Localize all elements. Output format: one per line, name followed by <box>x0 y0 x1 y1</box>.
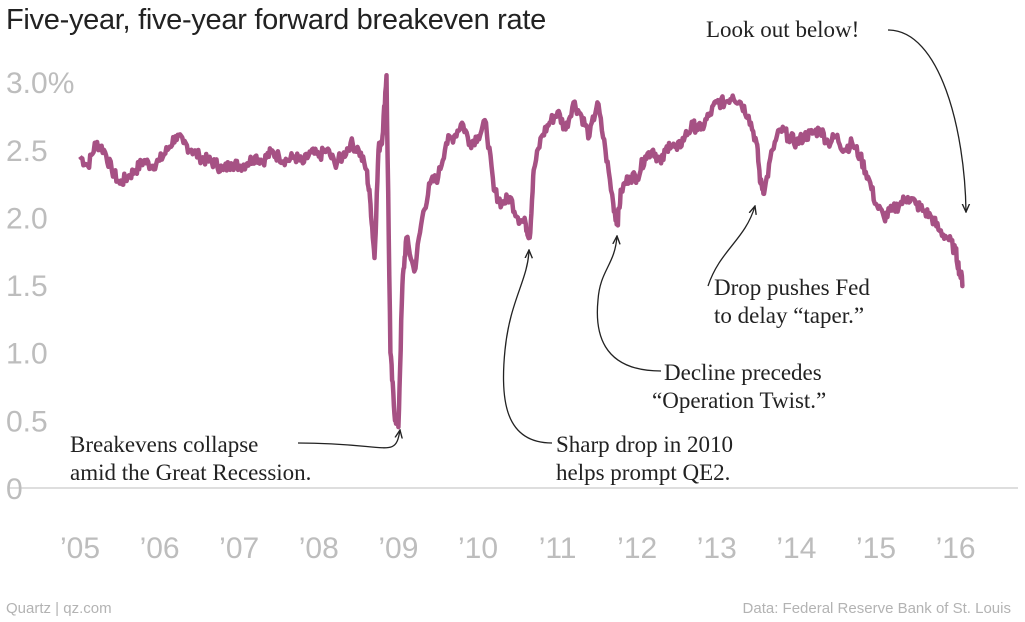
annotation-taper: Drop pushes Fed to delay “taper.” <box>714 275 876 328</box>
arrow-operation-twist <box>596 236 662 372</box>
annotation-look-out-below: Look out below! <box>706 17 859 42</box>
x-tick-label: ’08 <box>299 532 339 565</box>
arrow-look-out-below <box>887 29 966 212</box>
arrow-qe2 <box>502 250 553 444</box>
arrow-taper <box>707 206 755 287</box>
y-tick-label: 2.5 <box>6 135 48 168</box>
y-axis-ticks: 3.0% 2.5 2.0 1.5 1.0 0.5 0 <box>6 67 74 506</box>
chart-title: Five-year, five-year forward breakeven r… <box>6 4 546 36</box>
annotation-labels: Look out below! Drop pushes Fed to delay… <box>70 17 876 485</box>
x-tick-label: ’10 <box>458 532 498 565</box>
annotation-great-recession: Breakevens collapse amid the Great Reces… <box>70 432 311 485</box>
annotation-qe2: Sharp drop in 2010 helps prompt QE2. <box>556 432 739 485</box>
x-tick-label: ’06 <box>140 532 180 565</box>
x-tick-label: ’12 <box>617 532 657 565</box>
y-tick-label: 3.0% <box>6 67 74 100</box>
annotation-arrows <box>297 29 966 449</box>
x-tick-label: ’07 <box>219 532 259 565</box>
x-tick-label: ’11 <box>539 532 577 565</box>
x-tick-label: ’16 <box>936 532 976 565</box>
arrow-great-recession <box>297 430 400 449</box>
x-tick-label: ’09 <box>378 532 418 565</box>
y-tick-label: 1.5 <box>6 270 48 303</box>
x-tick-label: ’05 <box>60 532 100 565</box>
x-tick-label: ’14 <box>776 532 816 565</box>
x-tick-label: ’13 <box>697 532 737 565</box>
y-tick-label: 0 <box>6 473 23 506</box>
annotation-operation-twist: Decline precedes “Operation Twist.” <box>652 360 827 413</box>
y-tick-label: 0.5 <box>6 405 48 438</box>
footer-source: Data: Federal Reserve Bank of St. Louis <box>742 600 1011 617</box>
y-tick-label: 1.0 <box>6 338 48 371</box>
x-axis-ticks: ’05 ’06 ’07 ’08 ’09 ’10 ’11 ’12 ’13 ’14 ’15 ’16 <box>60 532 976 565</box>
breakeven-rate-line <box>78 73 966 430</box>
footer-credit: Quartz | qz.com <box>6 600 112 617</box>
x-tick-label: ’15 <box>856 532 896 565</box>
y-tick-label: 2.0 <box>6 202 48 235</box>
